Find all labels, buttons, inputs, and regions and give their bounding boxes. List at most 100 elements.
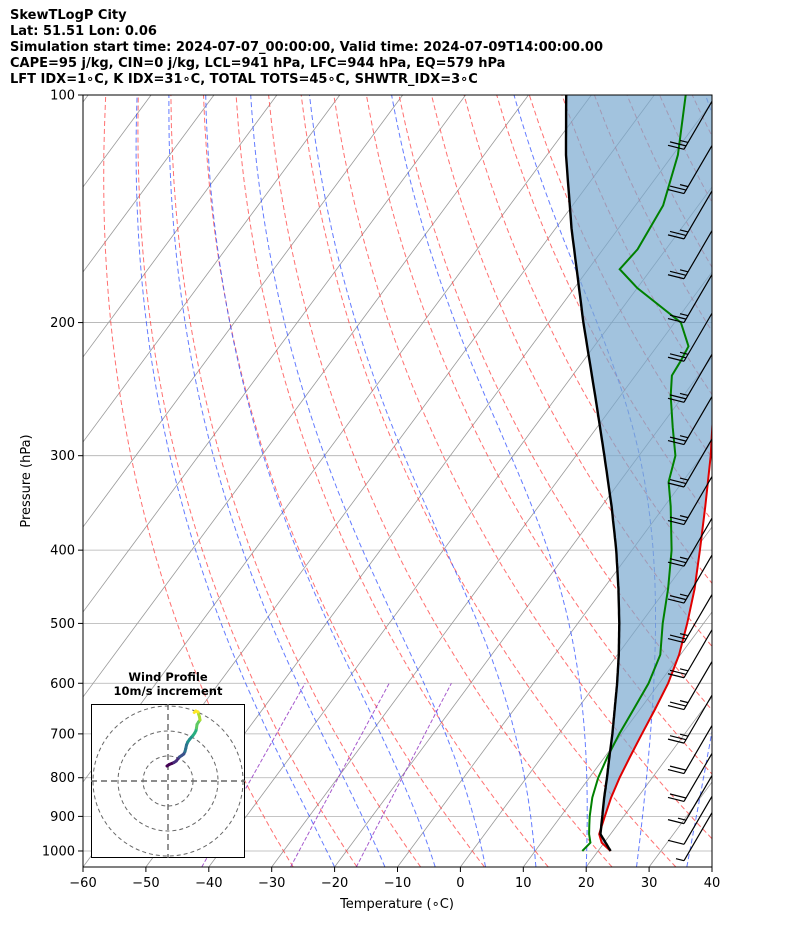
x-tick-label: 10 xyxy=(515,876,532,891)
temperature-trace xyxy=(598,417,712,852)
barb-half-flag xyxy=(679,351,689,355)
barb-half-flag xyxy=(679,184,689,188)
stability-indices: CAPE=95 j/kg, CIN=0 j/kg, LCL=941 hPa, L… xyxy=(10,56,506,71)
moist-adiabat xyxy=(391,95,588,867)
x-tick-label: −40 xyxy=(195,876,222,891)
barb-flag xyxy=(667,519,685,526)
barb-flag xyxy=(667,839,685,845)
barb-staff xyxy=(683,554,713,604)
barb-half-flag xyxy=(679,477,689,481)
barb-flag xyxy=(667,637,685,644)
x-tick-label: −60 xyxy=(69,876,96,891)
x-tick-label: 0 xyxy=(456,876,464,891)
barb-staff xyxy=(683,753,713,802)
x-tick-label: 30 xyxy=(641,876,658,891)
barb-flag xyxy=(667,704,685,711)
barb-half-flag xyxy=(677,817,687,821)
x-tick-label: −20 xyxy=(321,876,348,891)
convective-indices: LFT IDX=1∘C, K IDX=31∘C, TOTAL TOTS=45∘C… xyxy=(10,72,478,87)
barb-flag xyxy=(667,317,685,324)
barb-half-flag xyxy=(679,139,689,144)
barb-staff xyxy=(683,694,713,744)
wind-barb xyxy=(667,145,713,195)
isotherm-line xyxy=(271,271,712,867)
barb-half-flag xyxy=(679,556,689,560)
isotherm-line xyxy=(83,95,278,358)
wind-barb xyxy=(675,812,713,862)
barb-half-flag xyxy=(679,229,689,233)
barb-half-flag xyxy=(679,633,689,637)
barb-flag xyxy=(667,439,685,446)
barb-flag xyxy=(669,793,687,799)
y-tick-label: 1000 xyxy=(42,844,75,859)
wind-barb xyxy=(667,796,713,845)
barb-flag xyxy=(669,595,687,601)
barb-flag xyxy=(667,598,685,604)
barb-half-flag xyxy=(679,700,689,704)
wind-barb xyxy=(667,230,713,280)
wind-barb xyxy=(667,274,713,324)
y-tick-label: 200 xyxy=(50,316,75,331)
isotherm-line xyxy=(83,95,466,613)
barb-flag xyxy=(667,144,685,150)
barb-staff xyxy=(683,101,713,150)
y-tick-label: 300 xyxy=(50,449,75,464)
barb-flag xyxy=(669,765,687,771)
barb-flag xyxy=(669,270,687,276)
barb-flag xyxy=(669,353,687,359)
y-axis-label: Pressure (hPa) xyxy=(19,434,34,527)
wind-barb xyxy=(667,725,713,775)
y-tick-label: 400 xyxy=(50,544,75,559)
dry-adiabat xyxy=(203,95,485,867)
barb-half-flag xyxy=(679,515,689,519)
y-tick-label: 600 xyxy=(50,677,75,692)
parcel-trace xyxy=(564,95,621,852)
y-tick-label: 100 xyxy=(50,89,75,104)
barb-staff xyxy=(683,476,713,525)
barb-flag xyxy=(667,796,685,803)
barb-flag xyxy=(667,356,685,362)
barb-staff xyxy=(683,190,713,240)
barb-flag xyxy=(669,634,687,640)
isotherm-line xyxy=(83,95,341,443)
simulation-times: Simulation start time: 2024-07-07_00:00:… xyxy=(10,40,603,55)
barb-half-flag xyxy=(679,392,689,397)
moist-adiabat xyxy=(135,95,336,867)
barb-flag xyxy=(669,701,687,707)
barb-staff xyxy=(683,438,713,488)
barb-half-flag xyxy=(679,733,689,737)
barb-staff xyxy=(683,629,713,679)
barb-flag xyxy=(669,230,687,237)
y-tick-label: 800 xyxy=(50,771,75,786)
barb-staff xyxy=(683,775,713,824)
isotherm-line xyxy=(83,95,404,528)
wind-barb xyxy=(667,554,713,604)
barb-flag xyxy=(667,769,685,775)
chart-header: SkewTLogP City Lat: 51.51 Lon: 0.06 Simu… xyxy=(10,8,603,88)
x-tick-label: 40 xyxy=(704,876,721,891)
barb-staff xyxy=(683,517,713,567)
barb-flag xyxy=(669,436,687,442)
barb-flag xyxy=(669,314,687,320)
barb-flag xyxy=(667,482,685,488)
wind-barb xyxy=(667,190,713,240)
barb-flag xyxy=(669,185,687,191)
barb-staff xyxy=(683,396,713,445)
wind-barb xyxy=(667,629,713,679)
hodograph-segment xyxy=(192,709,198,714)
wind-barb xyxy=(667,753,713,803)
wind-barb xyxy=(667,476,713,526)
wind-barb xyxy=(667,594,713,644)
barb-staff xyxy=(683,230,713,280)
barb-flag xyxy=(667,561,685,567)
wind-barb xyxy=(667,354,713,403)
x-tick-label: −10 xyxy=(384,876,411,891)
dewpoint-trace xyxy=(581,95,690,852)
barb-flag xyxy=(669,478,687,485)
moist-adiabat xyxy=(250,95,487,867)
hodograph-ring xyxy=(117,730,219,832)
barb-flag xyxy=(669,516,687,522)
barb-flag xyxy=(669,735,687,741)
hodograph-title-text: Wind Profile xyxy=(128,670,208,684)
